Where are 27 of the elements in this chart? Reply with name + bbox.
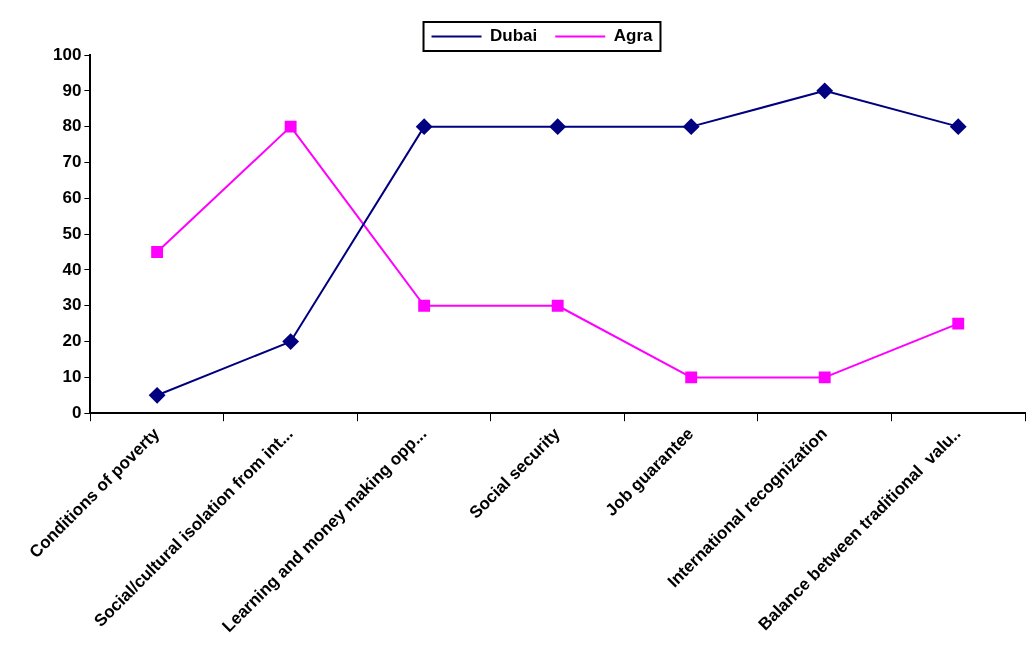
point: [284, 120, 297, 133]
y-tick-label: 0: [71, 402, 82, 422]
y-tick-label: 100: [52, 44, 82, 64]
point: [149, 387, 166, 404]
point: [416, 118, 433, 135]
point: [418, 299, 431, 312]
point: [151, 246, 164, 258]
point: [683, 118, 700, 135]
y-tick-label: 70: [62, 152, 82, 172]
legend-label: Dubai: [490, 26, 538, 46]
y-tick-label: 20: [62, 331, 82, 351]
point: [950, 118, 967, 135]
point: [816, 82, 833, 99]
point: [549, 118, 566, 135]
y-tick-label: 30: [62, 295, 82, 315]
y-tick-label: 90: [62, 80, 82, 100]
y-tick-label: 60: [62, 187, 82, 207]
point: [282, 333, 299, 350]
point: [685, 371, 698, 384]
legend-label: Agra: [613, 26, 654, 46]
point: [952, 317, 965, 330]
y-tick-label: 80: [62, 116, 82, 136]
y-tick-label: 50: [62, 223, 82, 243]
y-tick-label: 40: [62, 259, 82, 279]
y-tick-label: 10: [62, 367, 82, 387]
point: [818, 371, 831, 384]
point: [551, 299, 564, 312]
